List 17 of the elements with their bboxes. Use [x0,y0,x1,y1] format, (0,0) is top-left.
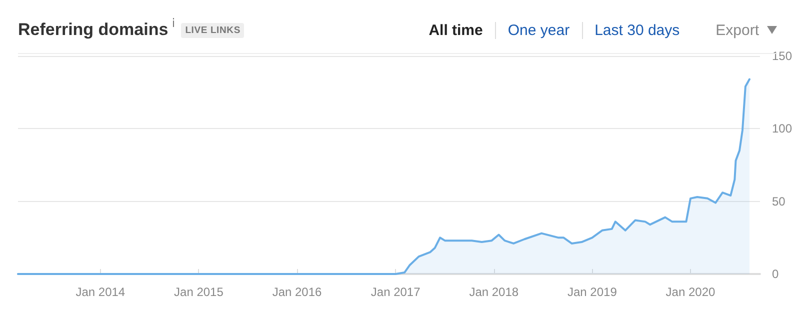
x-tick-label: Jan 2016 [272,285,322,299]
chart-subtitle: LIVE LINKS [181,22,244,38]
y-tick-label: 50 [772,194,786,208]
x-tick-label: Jan 2015 [174,285,224,299]
text: Last 30 days [594,22,680,38]
x-tick-label: Jan 2018 [469,285,519,299]
y-tick-label: 100 [772,122,792,136]
x-tick-label: Jan 2020 [666,285,716,299]
y-tick-label: 150 [772,49,792,63]
text: All time [428,22,483,38]
x-tick-label: Jan 2019 [567,285,618,299]
x-tick-label: Jan 2014 [76,285,126,299]
y-tick-label: 0 [772,267,779,281]
text: Export [716,22,759,38]
x-tick-label: Jan 2017 [370,285,421,299]
chart-title: Referring domains [18,20,168,40]
text: One year [508,22,570,38]
